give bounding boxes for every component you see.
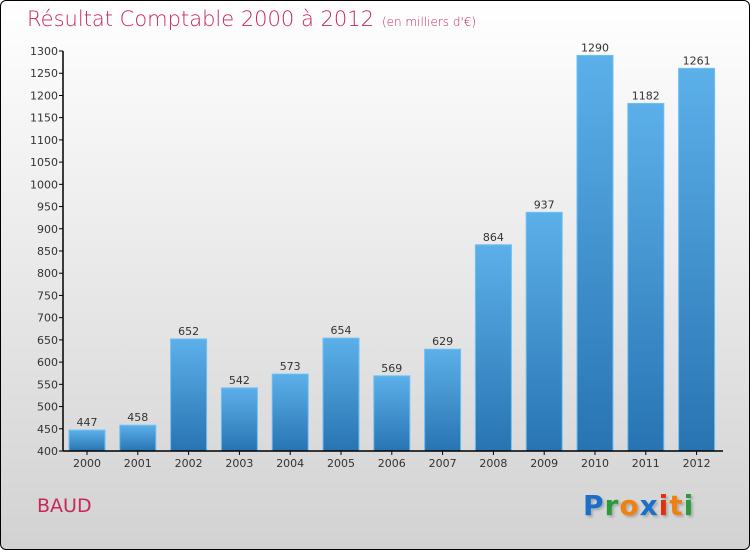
x-tick-label: 2002 xyxy=(175,457,203,470)
x-tick-label: 2004 xyxy=(276,457,304,470)
bar-2003 xyxy=(220,387,258,452)
proxiti-logo: Proxiti xyxy=(583,489,694,522)
bar-2004 xyxy=(271,373,309,452)
chart-subtitle: (en milliers d'€) xyxy=(381,15,477,29)
data-label: 458 xyxy=(127,411,148,424)
logo-letter: t xyxy=(669,489,684,522)
y-tick-label: 1050 xyxy=(30,156,58,169)
x-tick-label: 2006 xyxy=(378,457,406,470)
y-tick-label: 550 xyxy=(37,378,58,391)
y-tick-label: 950 xyxy=(37,201,58,214)
x-tick-label: 2000 xyxy=(73,457,101,470)
y-tick-label: 500 xyxy=(37,401,58,414)
bar-2010 xyxy=(576,54,614,452)
y-tick-label: 1200 xyxy=(30,89,58,102)
bar-2005 xyxy=(322,337,360,452)
x-tick-label: 2005 xyxy=(327,457,355,470)
y-tick-label: 900 xyxy=(37,223,58,236)
y-tick-label: 650 xyxy=(37,334,58,347)
bar-2006 xyxy=(373,375,411,452)
x-tick-label: 2009 xyxy=(530,457,558,470)
data-label: 652 xyxy=(178,325,199,338)
y-tick-label: 1300 xyxy=(30,45,58,58)
data-label: 542 xyxy=(229,374,250,387)
y-tick-label: 700 xyxy=(37,312,58,325)
x-tick-label: 2007 xyxy=(429,457,457,470)
title-text: Résultat Comptable 2000 à 2012 xyxy=(27,7,374,31)
location-label: BAUD xyxy=(37,495,92,517)
logo-letter: o xyxy=(619,489,640,522)
bar-2007 xyxy=(424,348,462,452)
logo-letter: P xyxy=(583,489,605,522)
y-tick-label: 400 xyxy=(37,445,58,458)
data-label: 937 xyxy=(534,198,555,211)
data-label: 629 xyxy=(432,335,453,348)
bar-2002 xyxy=(170,338,208,452)
logo-letter: r xyxy=(604,489,620,522)
x-tick-label: 2011 xyxy=(632,457,660,470)
bar-2011 xyxy=(627,102,665,452)
y-tick-label: 450 xyxy=(37,423,58,436)
x-tick-label: 2001 xyxy=(124,457,152,470)
y-tick-label: 750 xyxy=(37,289,58,302)
x-tick-label: 2008 xyxy=(479,457,507,470)
data-label: 864 xyxy=(483,231,504,244)
x-tick-label: 2012 xyxy=(683,457,711,470)
data-label: 1261 xyxy=(683,54,711,67)
y-tick-label: 800 xyxy=(37,267,58,280)
data-label: 573 xyxy=(280,360,301,373)
logo-letter: x xyxy=(639,489,659,522)
y-tick-label: 1100 xyxy=(30,134,58,147)
logo-letter: i xyxy=(683,489,695,522)
bar-2009 xyxy=(525,211,563,452)
bar-2000 xyxy=(68,429,106,452)
bar-2001 xyxy=(119,424,157,452)
y-tick-label: 1150 xyxy=(30,112,58,125)
data-label: 569 xyxy=(381,362,402,375)
y-tick-label: 850 xyxy=(37,245,58,258)
y-tick-label: 1000 xyxy=(30,178,58,191)
data-label: 654 xyxy=(331,324,352,337)
y-tick-label: 600 xyxy=(37,356,58,369)
bar-2008 xyxy=(474,244,512,452)
bar-2012 xyxy=(678,67,716,452)
chart-title: Résultat Comptable 2000 à 2012 (en millie… xyxy=(27,7,476,31)
data-label: 1290 xyxy=(581,41,609,54)
y-tick-label: 1250 xyxy=(30,67,58,80)
data-label: 447 xyxy=(77,416,98,429)
logo-letter: i xyxy=(658,489,670,522)
data-label: 1182 xyxy=(632,89,660,102)
x-tick-label: 2003 xyxy=(225,457,253,470)
x-tick-label: 2010 xyxy=(581,457,609,470)
